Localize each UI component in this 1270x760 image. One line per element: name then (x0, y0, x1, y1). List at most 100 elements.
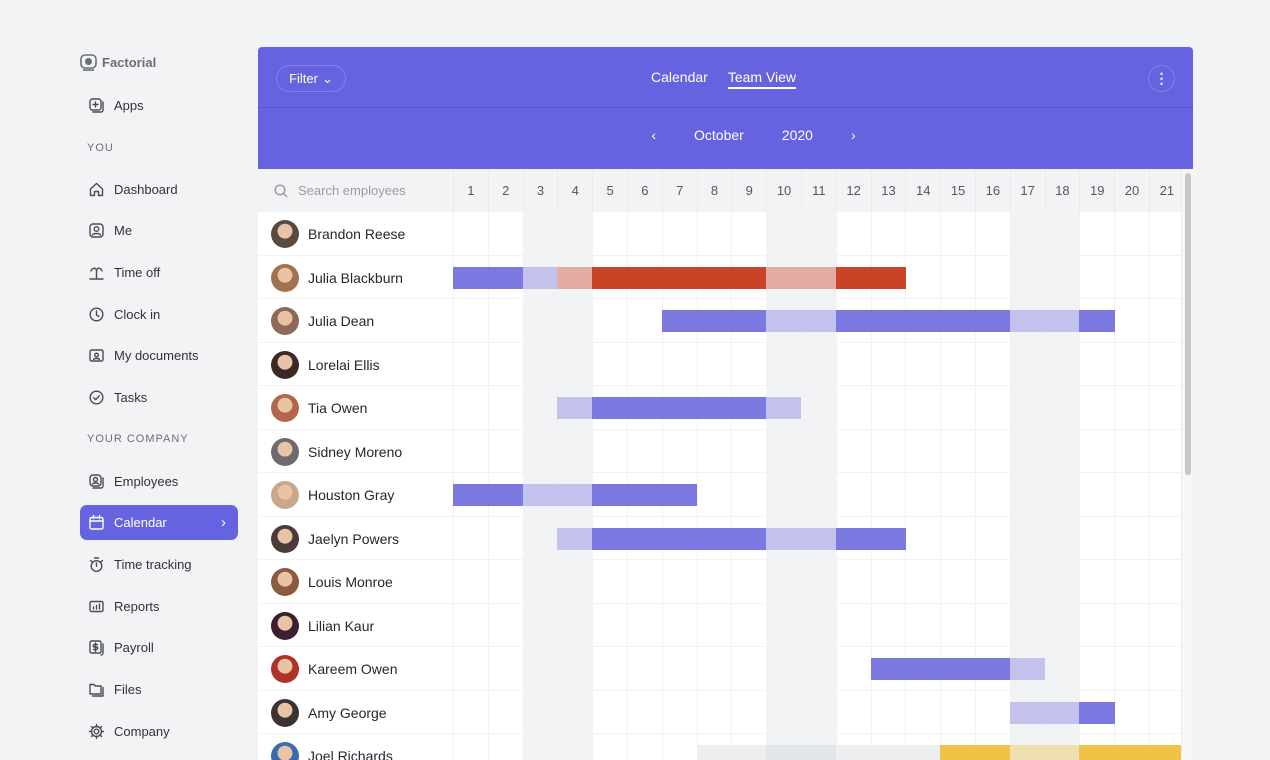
absence-other-day[interactable] (1009, 745, 1046, 760)
absence-sick-day[interactable] (557, 266, 593, 289)
absence-sick-day[interactable] (870, 266, 906, 289)
absence-vacation-day[interactable] (731, 527, 767, 550)
employee-row[interactable]: Joel Richards (258, 734, 1185, 760)
employee-row[interactable]: Julia Dean (258, 299, 1181, 343)
sidebar-item-time-tracking[interactable]: Time tracking (80, 543, 238, 585)
sidebar-item-dashboard[interactable]: Dashboard (80, 168, 238, 210)
search-employees-input[interactable]: Search employees (258, 169, 453, 212)
absence-other-day[interactable] (1044, 745, 1080, 760)
employee-row[interactable]: Louis Monroe (258, 560, 1181, 604)
absence-vacation-day[interactable] (522, 484, 558, 506)
absence-vacation-day[interactable] (627, 527, 663, 550)
absence-sick-day[interactable] (731, 266, 767, 289)
sidebar-item-company[interactable]: Company (80, 710, 238, 752)
scrollbar[interactable] (1181, 169, 1193, 760)
employee-row[interactable]: Lorelai Ellis (258, 343, 1181, 386)
absence-vacation-day[interactable] (627, 397, 663, 419)
absence-pending-day[interactable] (905, 745, 941, 760)
chevron-right-icon[interactable]: › (850, 127, 856, 143)
absence-pending-day[interactable] (801, 745, 837, 760)
sidebar-item-files[interactable]: Files (80, 669, 238, 711)
absence-vacation-day[interactable] (557, 527, 593, 550)
absence-sick-day[interactable] (661, 266, 698, 289)
employee-row[interactable]: Julia Blackburn (258, 256, 1181, 299)
absence-vacation-day[interactable] (975, 310, 1011, 332)
absence-vacation-day[interactable] (1009, 658, 1046, 680)
sidebar-item-payroll[interactable]: Payroll (80, 627, 238, 669)
absence-vacation-day[interactable] (766, 310, 802, 332)
absence-vacation-day[interactable] (661, 397, 698, 419)
absence-vacation-day[interactable] (453, 266, 489, 289)
absence-vacation-day[interactable] (1009, 310, 1046, 332)
employee-row[interactable]: Jaelyn Powers (258, 517, 1181, 560)
absence-pending-day[interactable] (835, 745, 872, 760)
absence-pending-day[interactable] (870, 745, 906, 760)
employee-row[interactable]: Brandon Reese (258, 212, 1181, 256)
absence-sick-day[interactable] (627, 266, 663, 289)
absence-vacation-day[interactable] (835, 310, 872, 332)
sidebar-item-reports[interactable]: Reports (80, 585, 238, 627)
more-options-icon[interactable]: ⋮ (1148, 65, 1175, 92)
absence-vacation-day[interactable] (1009, 701, 1046, 724)
absence-vacation-day[interactable] (905, 310, 941, 332)
tab-calendar[interactable]: Calendar (651, 69, 708, 85)
absence-vacation-day[interactable] (1044, 701, 1080, 724)
sidebar-item-me[interactable]: Me (80, 210, 238, 252)
absence-vacation-day[interactable] (870, 527, 906, 550)
absence-vacation-day[interactable] (766, 397, 802, 419)
absence-vacation-day[interactable] (940, 310, 976, 332)
sidebar-item-my-documents[interactable]: My documents (80, 335, 238, 377)
employee-row[interactable]: Lilian Kaur (258, 604, 1181, 647)
absence-vacation-day[interactable] (835, 527, 872, 550)
absence-vacation-day[interactable] (1079, 310, 1115, 332)
employee-row[interactable]: Houston Gray (258, 473, 1181, 517)
absence-other-day[interactable] (940, 745, 976, 760)
absence-vacation-day[interactable] (627, 484, 663, 506)
absence-vacation-day[interactable] (557, 484, 593, 506)
employee-row[interactable]: Sidney Moreno (258, 430, 1181, 473)
absence-vacation-day[interactable] (731, 397, 767, 419)
absence-vacation-day[interactable] (801, 527, 837, 550)
sidebar-item-employees[interactable]: Employees (80, 460, 238, 502)
absence-vacation-day[interactable] (661, 310, 698, 332)
absence-sick-day[interactable] (766, 266, 802, 289)
absence-sick-day[interactable] (835, 266, 872, 289)
absence-vacation-day[interactable] (975, 658, 1011, 680)
absence-vacation-day[interactable] (696, 310, 732, 332)
absence-vacation-day[interactable] (557, 397, 593, 419)
absence-pending-day[interactable] (731, 745, 767, 760)
employee-row[interactable]: Amy George (258, 691, 1181, 734)
sidebar-item-time-off[interactable]: Time off (80, 252, 238, 294)
absence-sick-day[interactable] (801, 266, 837, 289)
absence-vacation-day[interactable] (731, 310, 767, 332)
absence-pending-day[interactable] (766, 745, 802, 760)
absence-vacation-day[interactable] (661, 484, 698, 506)
absence-vacation-day[interactable] (1044, 310, 1080, 332)
absence-vacation-day[interactable] (696, 397, 732, 419)
tab-team-view[interactable]: Team View (727, 69, 797, 89)
absence-vacation-day[interactable] (940, 658, 976, 680)
brand-logo[interactable]: Factorial (80, 54, 156, 71)
absence-vacation-day[interactable] (905, 658, 941, 680)
absence-other-day[interactable] (1114, 745, 1150, 760)
absence-other-day[interactable] (1149, 745, 1185, 760)
absence-vacation-day[interactable] (766, 527, 802, 550)
absence-vacation-day[interactable] (870, 310, 906, 332)
employee-row[interactable]: Tia Owen (258, 386, 1181, 430)
chevron-left-icon[interactable]: ‹ (651, 127, 657, 143)
absence-vacation-day[interactable] (696, 527, 732, 550)
absence-vacation-day[interactable] (592, 397, 628, 419)
sidebar-item-calendar[interactable]: Calendar › (80, 505, 238, 541)
absence-other-day[interactable] (1079, 745, 1115, 760)
sidebar-item-clock-in[interactable]: Clock in (80, 293, 238, 335)
absence-vacation-day[interactable] (487, 266, 524, 289)
absence-other-day[interactable] (975, 745, 1011, 760)
absence-vacation-day[interactable] (453, 484, 489, 506)
filter-button[interactable]: Filter ⌄ (276, 65, 346, 92)
absence-sick-day[interactable] (592, 266, 628, 289)
absence-pending-day[interactable] (696, 745, 732, 760)
absence-vacation-day[interactable] (661, 527, 698, 550)
absence-vacation-day[interactable] (801, 310, 837, 332)
absence-vacation-day[interactable] (522, 266, 558, 289)
sidebar-item-apps[interactable]: Apps (80, 85, 238, 127)
